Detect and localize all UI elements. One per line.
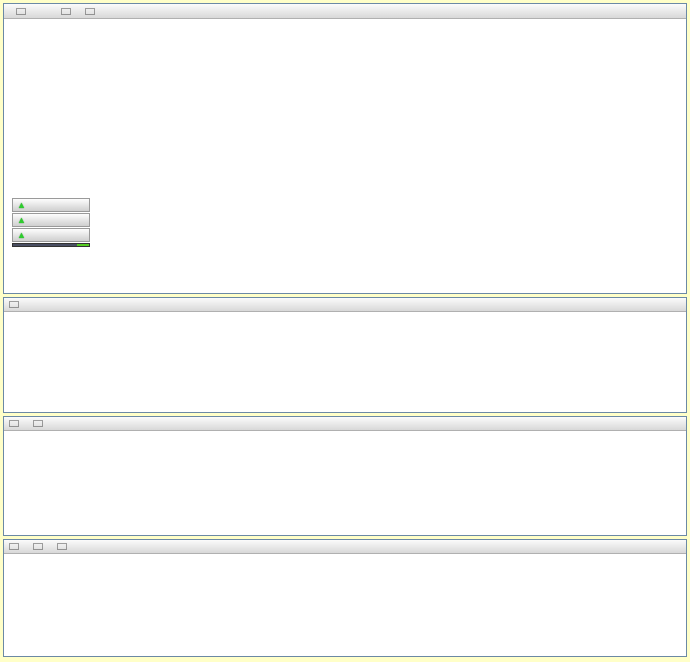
macd-signal-swatch	[33, 543, 43, 550]
signal-row: ▲	[12, 213, 90, 227]
score-label	[13, 244, 77, 246]
buy-signal-icon: ▲	[17, 200, 26, 210]
williams-panel	[3, 297, 687, 413]
score-row	[12, 243, 90, 247]
donchian-swatch	[85, 8, 95, 15]
sma-swatch	[61, 8, 71, 15]
volume-chart[interactable]	[4, 431, 686, 535]
price-chart[interactable]	[4, 19, 686, 293]
macd-chart[interactable]	[4, 554, 686, 656]
macd-divergence-swatch	[57, 543, 67, 550]
signal-row: ▲	[12, 228, 90, 242]
buy-signal-icon: ▲	[17, 215, 26, 225]
signal-row: ▲	[12, 198, 90, 212]
score-value	[77, 244, 89, 246]
macd-panel	[3, 539, 687, 657]
price-panel-legend	[4, 4, 686, 19]
volume-panel-legend	[4, 417, 686, 431]
volume-ma-swatch	[33, 420, 43, 427]
williams-panel-legend	[4, 298, 686, 312]
williams-chart[interactable]	[4, 312, 686, 412]
volume-panel	[3, 416, 687, 536]
price-panel: ▲ ▲ ▲	[3, 3, 687, 294]
buy-signal-icon: ▲	[17, 230, 26, 240]
volume-swatch	[9, 420, 19, 427]
price-series-swatch	[16, 8, 26, 15]
signal-score-box: ▲ ▲ ▲	[12, 197, 90, 247]
stock-charting-app: ▲ ▲ ▲	[0, 0, 690, 662]
williams-swatch	[9, 301, 19, 308]
macd-swatch	[9, 543, 19, 550]
macd-panel-legend	[4, 540, 686, 554]
